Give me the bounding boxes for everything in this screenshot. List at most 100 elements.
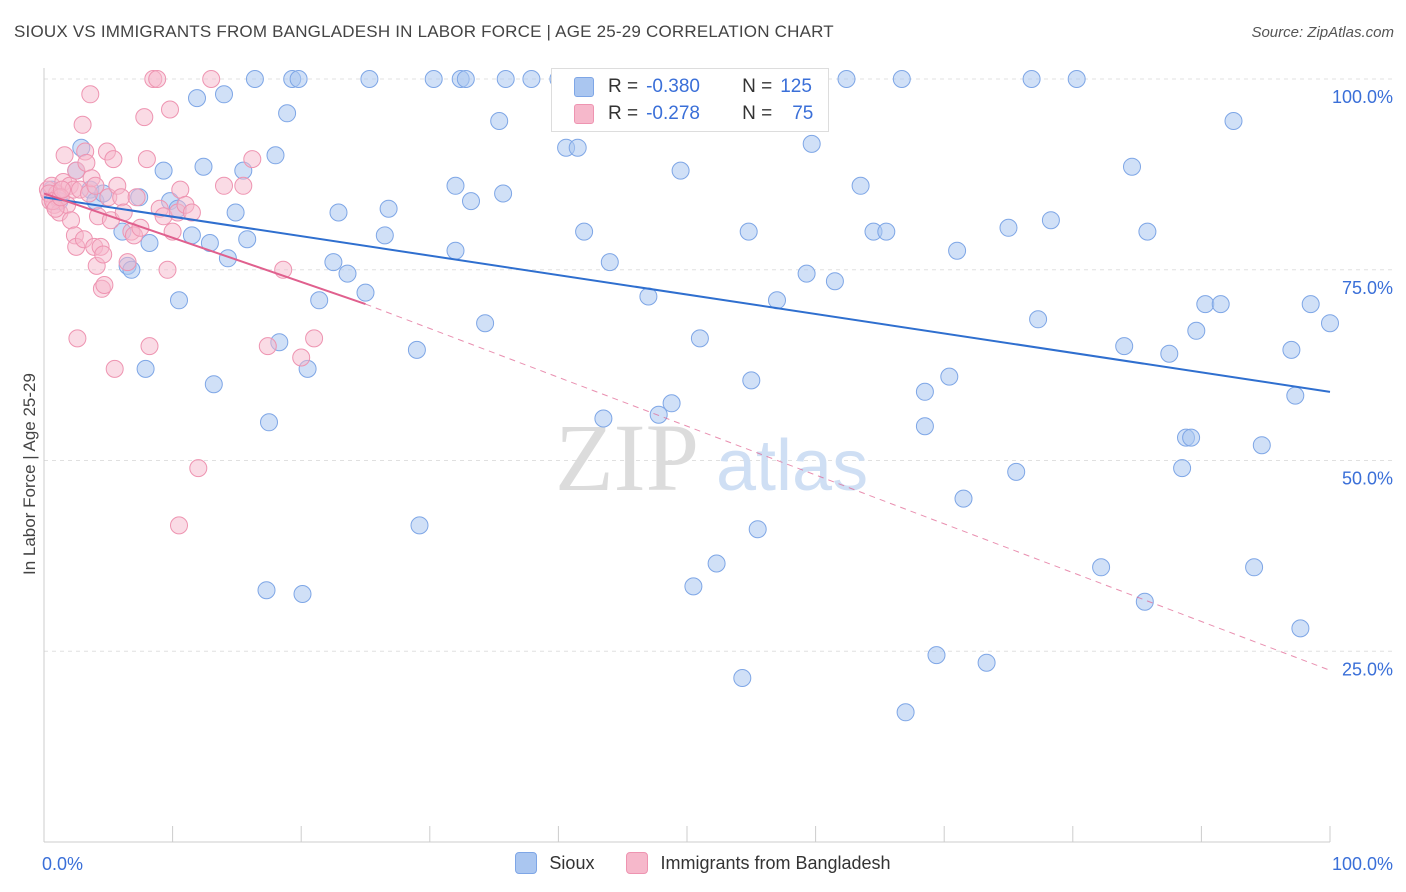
bangladesh-point xyxy=(171,180,190,199)
chart-title: SIOUX VS IMMIGRANTS FROM BANGLADESH IN L… xyxy=(14,22,834,41)
sioux-point xyxy=(456,70,475,88)
sioux-point xyxy=(948,241,967,260)
sioux-point xyxy=(977,653,996,672)
y-tick-label: 50.0% xyxy=(1342,469,1393,489)
sioux-point xyxy=(476,314,495,333)
sioux-point xyxy=(136,359,155,378)
sioux-point xyxy=(1160,344,1179,363)
legend-label-sioux: Sioux xyxy=(549,852,595,873)
sioux-point xyxy=(424,70,443,88)
sioux-point xyxy=(748,520,767,539)
y-tick-label: 75.0% xyxy=(1342,278,1393,298)
sioux-point xyxy=(215,85,233,104)
sioux-point xyxy=(1291,619,1310,638)
sioux-point xyxy=(1029,310,1048,329)
legend-row-sioux: R = -0.380 N = 125 xyxy=(574,75,812,99)
sioux-point xyxy=(1115,337,1134,356)
sioux-point xyxy=(462,192,480,211)
legend-item-sioux[interactable]: Sioux xyxy=(515,852,594,874)
sioux-point xyxy=(278,104,297,123)
sioux-point xyxy=(1196,295,1215,314)
bangladesh-point xyxy=(202,70,221,88)
r-label: R = xyxy=(608,76,639,97)
sioux-trend-line xyxy=(43,196,1331,393)
n-label: N = xyxy=(742,103,773,124)
sioux-point xyxy=(170,291,188,310)
sioux-point xyxy=(662,394,681,413)
bangladesh-point xyxy=(170,516,188,535)
sioux-point xyxy=(739,222,758,241)
sioux-point xyxy=(954,489,973,508)
sioux-point xyxy=(410,516,429,535)
sioux-point xyxy=(1211,295,1230,314)
sioux-point xyxy=(1007,462,1026,481)
sioux-point xyxy=(1022,70,1041,88)
sioux-point xyxy=(522,70,541,88)
sioux-point xyxy=(257,581,276,600)
sioux-point xyxy=(194,157,213,176)
sioux-point xyxy=(1224,112,1243,130)
bangladesh-point xyxy=(243,150,262,169)
sioux-point xyxy=(260,413,278,432)
sioux-point xyxy=(600,253,619,272)
y-tick-label: 100.0% xyxy=(1332,87,1393,107)
sioux-point xyxy=(1173,459,1192,478)
sioux-swatch xyxy=(574,77,594,97)
sioux-point xyxy=(851,176,870,195)
bangladesh-point xyxy=(86,176,105,195)
sioux-point xyxy=(289,70,308,88)
sioux-point xyxy=(742,371,761,390)
legend-item-bangladesh[interactable]: Immigrants from Bangladesh xyxy=(626,852,891,874)
sioux-point xyxy=(446,241,465,260)
sioux-point xyxy=(1187,321,1206,340)
bangladesh-point xyxy=(189,459,208,478)
sioux-point xyxy=(226,203,245,222)
trend-lines xyxy=(43,192,1331,671)
bangladesh-point xyxy=(131,218,150,237)
sioux-point xyxy=(1123,157,1141,176)
sioux-point xyxy=(490,112,509,130)
sioux-point xyxy=(338,264,357,283)
legend-label-bangladesh: Immigrants from Bangladesh xyxy=(660,852,891,873)
sioux-point xyxy=(733,669,752,687)
bangladesh-point xyxy=(158,260,177,279)
sioux-point xyxy=(837,70,856,88)
sioux-point xyxy=(594,409,613,428)
bangladesh-point xyxy=(55,146,74,165)
bangladesh-point xyxy=(105,359,124,378)
bangladesh-point xyxy=(234,176,253,195)
sioux-point xyxy=(915,417,934,436)
sioux-point xyxy=(649,405,668,424)
bangladesh-point xyxy=(104,150,123,169)
watermark: ZIP atlas xyxy=(555,404,868,511)
sioux-point xyxy=(690,329,709,348)
sioux-point xyxy=(188,89,206,108)
source-label: Source: ZipAtlas.com xyxy=(1251,24,1394,41)
bangladesh-point xyxy=(258,337,277,356)
bangladesh-point xyxy=(148,70,167,88)
sioux-point xyxy=(797,264,816,283)
sioux-r-value: -0.380 xyxy=(646,76,700,97)
sioux-point xyxy=(684,577,703,596)
bangladesh-point xyxy=(215,176,233,195)
sioux-point xyxy=(1135,592,1154,611)
tick-labels: 25.0% 50.0% 75.0% 100.0% 0.0% 100.0% xyxy=(42,87,1393,874)
bangladesh-point xyxy=(305,329,324,348)
bangladesh-point xyxy=(81,85,100,104)
sioux-point xyxy=(671,161,690,180)
correlation-legend: R = -0.380 N = 125 R = -0.278 N = 75 xyxy=(551,68,829,132)
sioux-point xyxy=(927,646,946,665)
legend-row-bangladesh: R = -0.278 N = 75 xyxy=(574,102,813,126)
sioux-point xyxy=(238,230,257,249)
sioux-point xyxy=(1092,558,1111,577)
sioux-point xyxy=(1245,558,1264,577)
bangladesh-point xyxy=(118,253,137,272)
sioux-point xyxy=(360,70,379,88)
sioux-point xyxy=(999,218,1018,237)
watermark-zip: ZIP xyxy=(555,404,699,511)
bangladesh-point xyxy=(137,150,156,169)
bangladesh-point xyxy=(73,115,92,134)
bangladesh-trend-extension xyxy=(365,303,1331,671)
bangladesh-point xyxy=(161,100,179,119)
